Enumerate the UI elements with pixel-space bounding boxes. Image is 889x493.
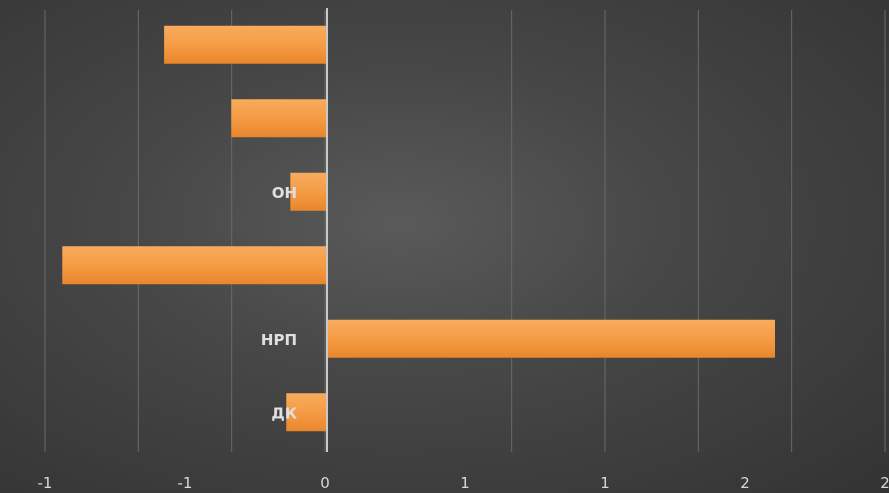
bar [231,99,327,138]
category-label: НРП [261,331,297,349]
category-label: ОН [272,184,297,202]
bar [286,393,327,432]
bars [62,25,775,432]
bar [164,25,327,64]
x-tick-label: 2 [880,474,889,492]
x-tick-label: -1 [178,474,193,492]
x-tick-label: 2 [740,474,750,492]
bar [290,172,327,211]
category-labels: ОН НРП ДК [261,184,298,423]
x-tick-label: 0 [320,474,330,492]
x-tick-label: 1 [600,474,610,492]
bar [62,246,327,285]
x-tick-label: 1 [460,474,470,492]
gridlines [44,10,886,452]
x-tick-labels: -1 -1 0 1 1 2 2 [38,474,889,492]
x-tick-label: -1 [38,474,53,492]
bar [327,319,775,358]
category-label: ДК [271,404,297,422]
